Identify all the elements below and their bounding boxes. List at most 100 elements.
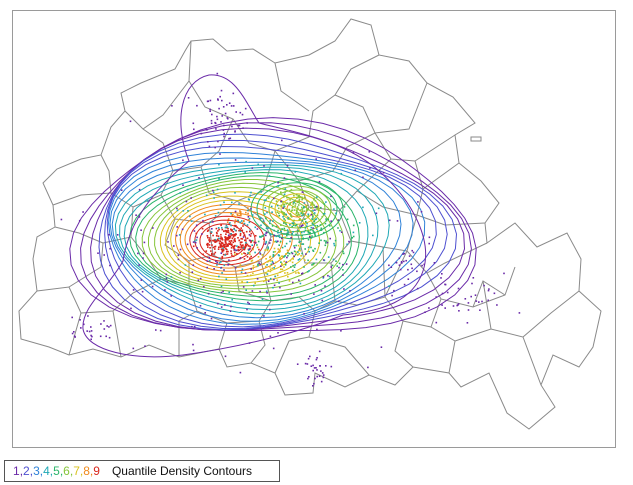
data-point bbox=[481, 300, 483, 303]
data-point bbox=[235, 111, 237, 113]
data-point bbox=[297, 212, 300, 214]
data-point bbox=[242, 244, 244, 246]
data-point bbox=[269, 260, 272, 262]
data-point bbox=[231, 229, 233, 232]
data-point bbox=[256, 228, 259, 230]
data-point bbox=[251, 259, 254, 262]
data-point bbox=[278, 214, 281, 217]
data-point bbox=[187, 210, 189, 212]
data-point bbox=[269, 335, 272, 338]
data-point bbox=[212, 191, 215, 194]
data-point bbox=[273, 267, 275, 269]
data-point bbox=[250, 268, 252, 270]
data-point bbox=[282, 207, 284, 209]
data-point bbox=[223, 135, 225, 138]
data-point bbox=[435, 296, 437, 298]
data-point bbox=[223, 201, 225, 204]
data-point bbox=[232, 245, 234, 248]
data-point bbox=[176, 207, 178, 210]
data-point bbox=[390, 266, 393, 268]
data-point bbox=[257, 263, 259, 266]
data-point bbox=[292, 222, 295, 224]
data-point bbox=[224, 112, 227, 115]
data-point bbox=[332, 258, 335, 261]
data-point bbox=[292, 281, 294, 284]
data-point bbox=[411, 249, 413, 252]
data-point bbox=[337, 219, 340, 221]
data-point bbox=[176, 209, 179, 212]
data-point bbox=[164, 289, 166, 291]
data-point bbox=[435, 321, 438, 324]
data-point bbox=[191, 325, 193, 328]
data-point bbox=[90, 330, 93, 332]
data-point bbox=[109, 324, 112, 327]
data-point bbox=[340, 172, 343, 175]
data-point bbox=[290, 210, 293, 212]
data-point bbox=[318, 350, 321, 353]
data-point bbox=[269, 308, 271, 311]
data-point bbox=[177, 254, 180, 257]
data-point bbox=[237, 249, 240, 252]
data-point bbox=[269, 277, 272, 280]
data-point bbox=[283, 233, 285, 235]
data-point bbox=[232, 231, 235, 233]
data-point bbox=[248, 221, 251, 224]
data-point bbox=[283, 227, 286, 230]
data-point bbox=[294, 171, 297, 173]
data-point bbox=[269, 222, 271, 225]
data-point bbox=[273, 247, 276, 250]
data-point bbox=[294, 251, 297, 253]
data-point bbox=[257, 256, 260, 258]
data-point bbox=[215, 235, 218, 237]
data-point bbox=[232, 241, 235, 244]
data-point bbox=[247, 301, 249, 304]
data-point bbox=[275, 240, 277, 243]
data-point bbox=[241, 280, 243, 283]
data-point bbox=[348, 240, 350, 243]
data-point bbox=[298, 279, 300, 281]
data-point bbox=[218, 246, 220, 249]
data-point bbox=[265, 232, 267, 234]
data-point bbox=[269, 266, 271, 268]
data-point bbox=[220, 266, 223, 269]
data-point bbox=[229, 137, 232, 140]
district-line bbox=[234, 266, 272, 302]
data-point bbox=[247, 207, 249, 209]
data-point bbox=[333, 244, 336, 247]
data-point bbox=[208, 257, 211, 259]
district-line bbox=[112, 278, 198, 358]
data-point bbox=[417, 201, 419, 203]
density-map[interactable] bbox=[13, 11, 617, 449]
data-point bbox=[268, 242, 271, 244]
data-points bbox=[60, 72, 521, 387]
legend-level-2: 2 bbox=[23, 464, 30, 478]
data-point bbox=[228, 223, 230, 225]
data-point bbox=[388, 285, 390, 287]
data-point bbox=[252, 265, 255, 267]
data-point bbox=[239, 210, 241, 212]
data-point bbox=[212, 189, 214, 192]
data-point bbox=[305, 253, 307, 255]
data-point bbox=[249, 229, 252, 231]
data-point bbox=[223, 264, 226, 267]
data-point bbox=[340, 330, 342, 332]
data-point bbox=[291, 252, 294, 255]
data-point bbox=[80, 327, 82, 329]
district-line bbox=[334, 82, 428, 134]
data-point bbox=[90, 338, 92, 341]
data-point bbox=[207, 242, 209, 245]
data-point bbox=[220, 245, 222, 247]
data-point bbox=[291, 222, 294, 224]
data-point bbox=[285, 242, 288, 245]
data-point bbox=[223, 269, 225, 271]
data-point bbox=[395, 261, 398, 264]
data-point bbox=[358, 222, 361, 224]
data-point bbox=[292, 203, 294, 205]
data-point bbox=[280, 268, 282, 271]
data-point bbox=[233, 215, 236, 218]
data-point bbox=[275, 225, 278, 228]
data-point bbox=[330, 266, 332, 268]
data-point bbox=[307, 213, 310, 216]
data-point bbox=[225, 230, 227, 233]
data-point bbox=[293, 219, 295, 222]
